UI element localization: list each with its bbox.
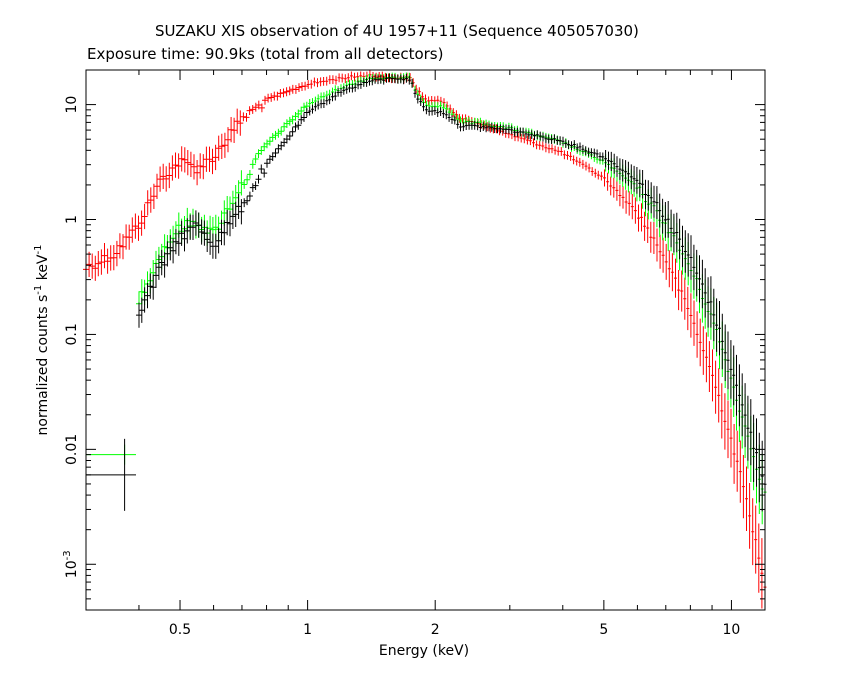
chart-subtitle: Exposure time: 90.9ks (total from all de…: [87, 45, 444, 63]
y-tick-label: 10: [64, 96, 80, 114]
chart-title: SUZAKU XIS observation of 4U 1957+11 (Se…: [155, 22, 639, 40]
x-tick-label: 0.5: [169, 622, 191, 638]
series-3: [136, 73, 767, 521]
series-1: [83, 70, 767, 610]
x-tick-label: 10: [723, 622, 741, 638]
y-tick-label: 10-3: [62, 550, 80, 578]
y-axis-label: normalized counts s-1 keV-1: [33, 245, 51, 436]
y-tick-label: 1: [64, 215, 80, 224]
x-tick-label: 1: [303, 622, 312, 638]
x-tick-label: 5: [599, 622, 608, 638]
series-1-points: [83, 70, 767, 610]
y-tick-label: 0.01: [64, 434, 80, 465]
x-tick-labels: 0.5 1 2 5 10: [169, 622, 740, 638]
errbar-layer: [86, 438, 136, 511]
series-2-points: [136, 72, 767, 528]
y-tick-label: 0.1: [64, 323, 80, 345]
series-layer: [83, 70, 767, 610]
x-tick-label: 2: [431, 622, 440, 638]
error-bar-2: [86, 438, 136, 511]
x-axis-label: Energy (keV): [379, 643, 469, 659]
series-3-points: [136, 73, 767, 521]
ticks-layer: [85, 69, 765, 611]
error-bar-1: [86, 444, 136, 465]
y-tick-labels: 10-3 0.01 0.1 1 10: [62, 96, 80, 579]
series-2: [136, 72, 767, 528]
